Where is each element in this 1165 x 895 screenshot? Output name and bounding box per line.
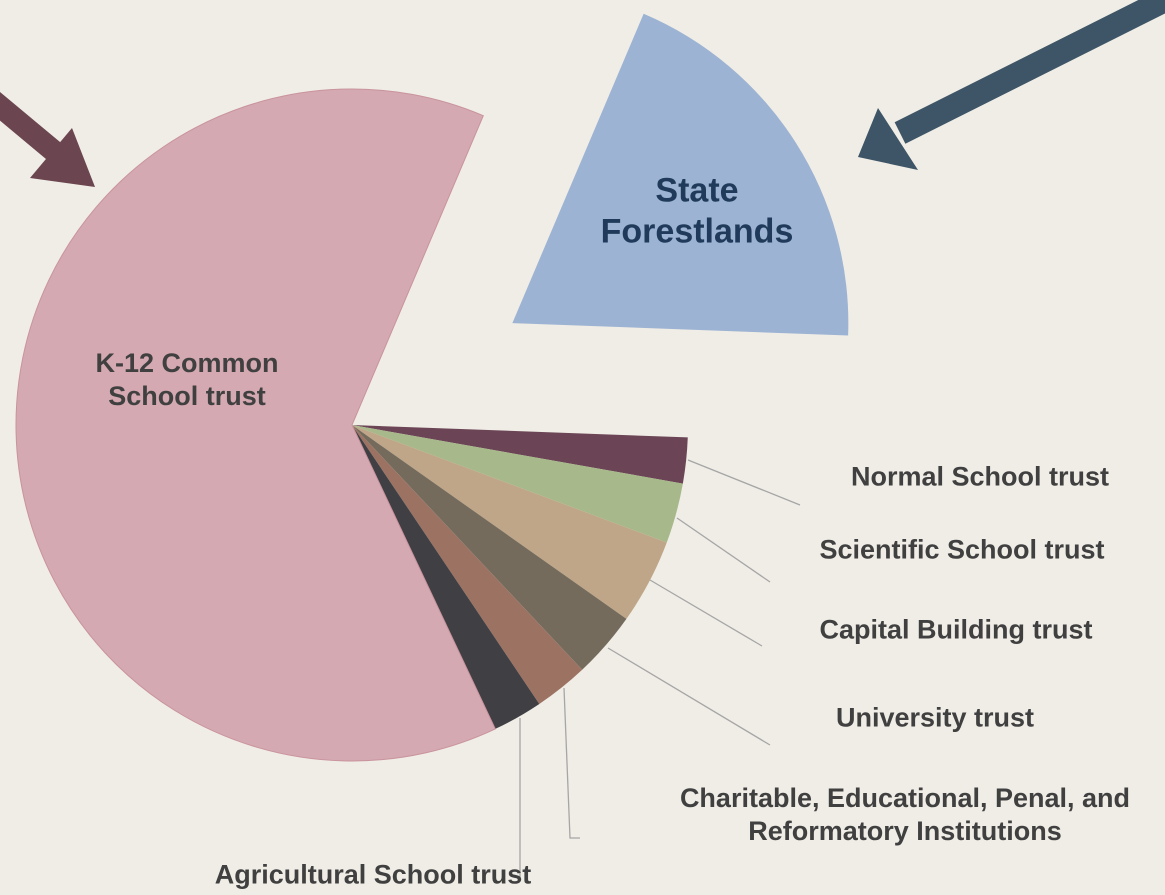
leader-lines [519, 459, 801, 880]
leader-line [649, 579, 763, 647]
arrow-right [858, 0, 1165, 170]
pie-slice [352, 425, 583, 704]
pie-slice [352, 425, 627, 670]
slice-label: Scientific School trust [819, 534, 1105, 565]
slice-label: Charitable, Educational, Penal, and Refo… [679, 783, 1131, 846]
pie-slice [512, 13, 849, 336]
pie-slice [15, 88, 496, 762]
pie-slice [352, 425, 683, 543]
slice-label: K-12 Common School trust [95, 348, 279, 411]
pie-slice [352, 425, 540, 729]
leader-line [607, 647, 771, 746]
slice-label: Agricultural School trust [214, 859, 532, 890]
leader-line [563, 687, 580, 839]
slice-label: Normal School trust [850, 461, 1110, 492]
pie-slice [352, 425, 667, 619]
pie-slice [352, 425, 688, 484]
slice-label: University trust [835, 702, 1035, 733]
slice-label: State Forestlands [600, 171, 794, 251]
arrow-left [0, 92, 95, 187]
leader-line [687, 459, 801, 506]
leader-line [676, 517, 771, 583]
slice-label: Capital Building trust [819, 614, 1093, 645]
